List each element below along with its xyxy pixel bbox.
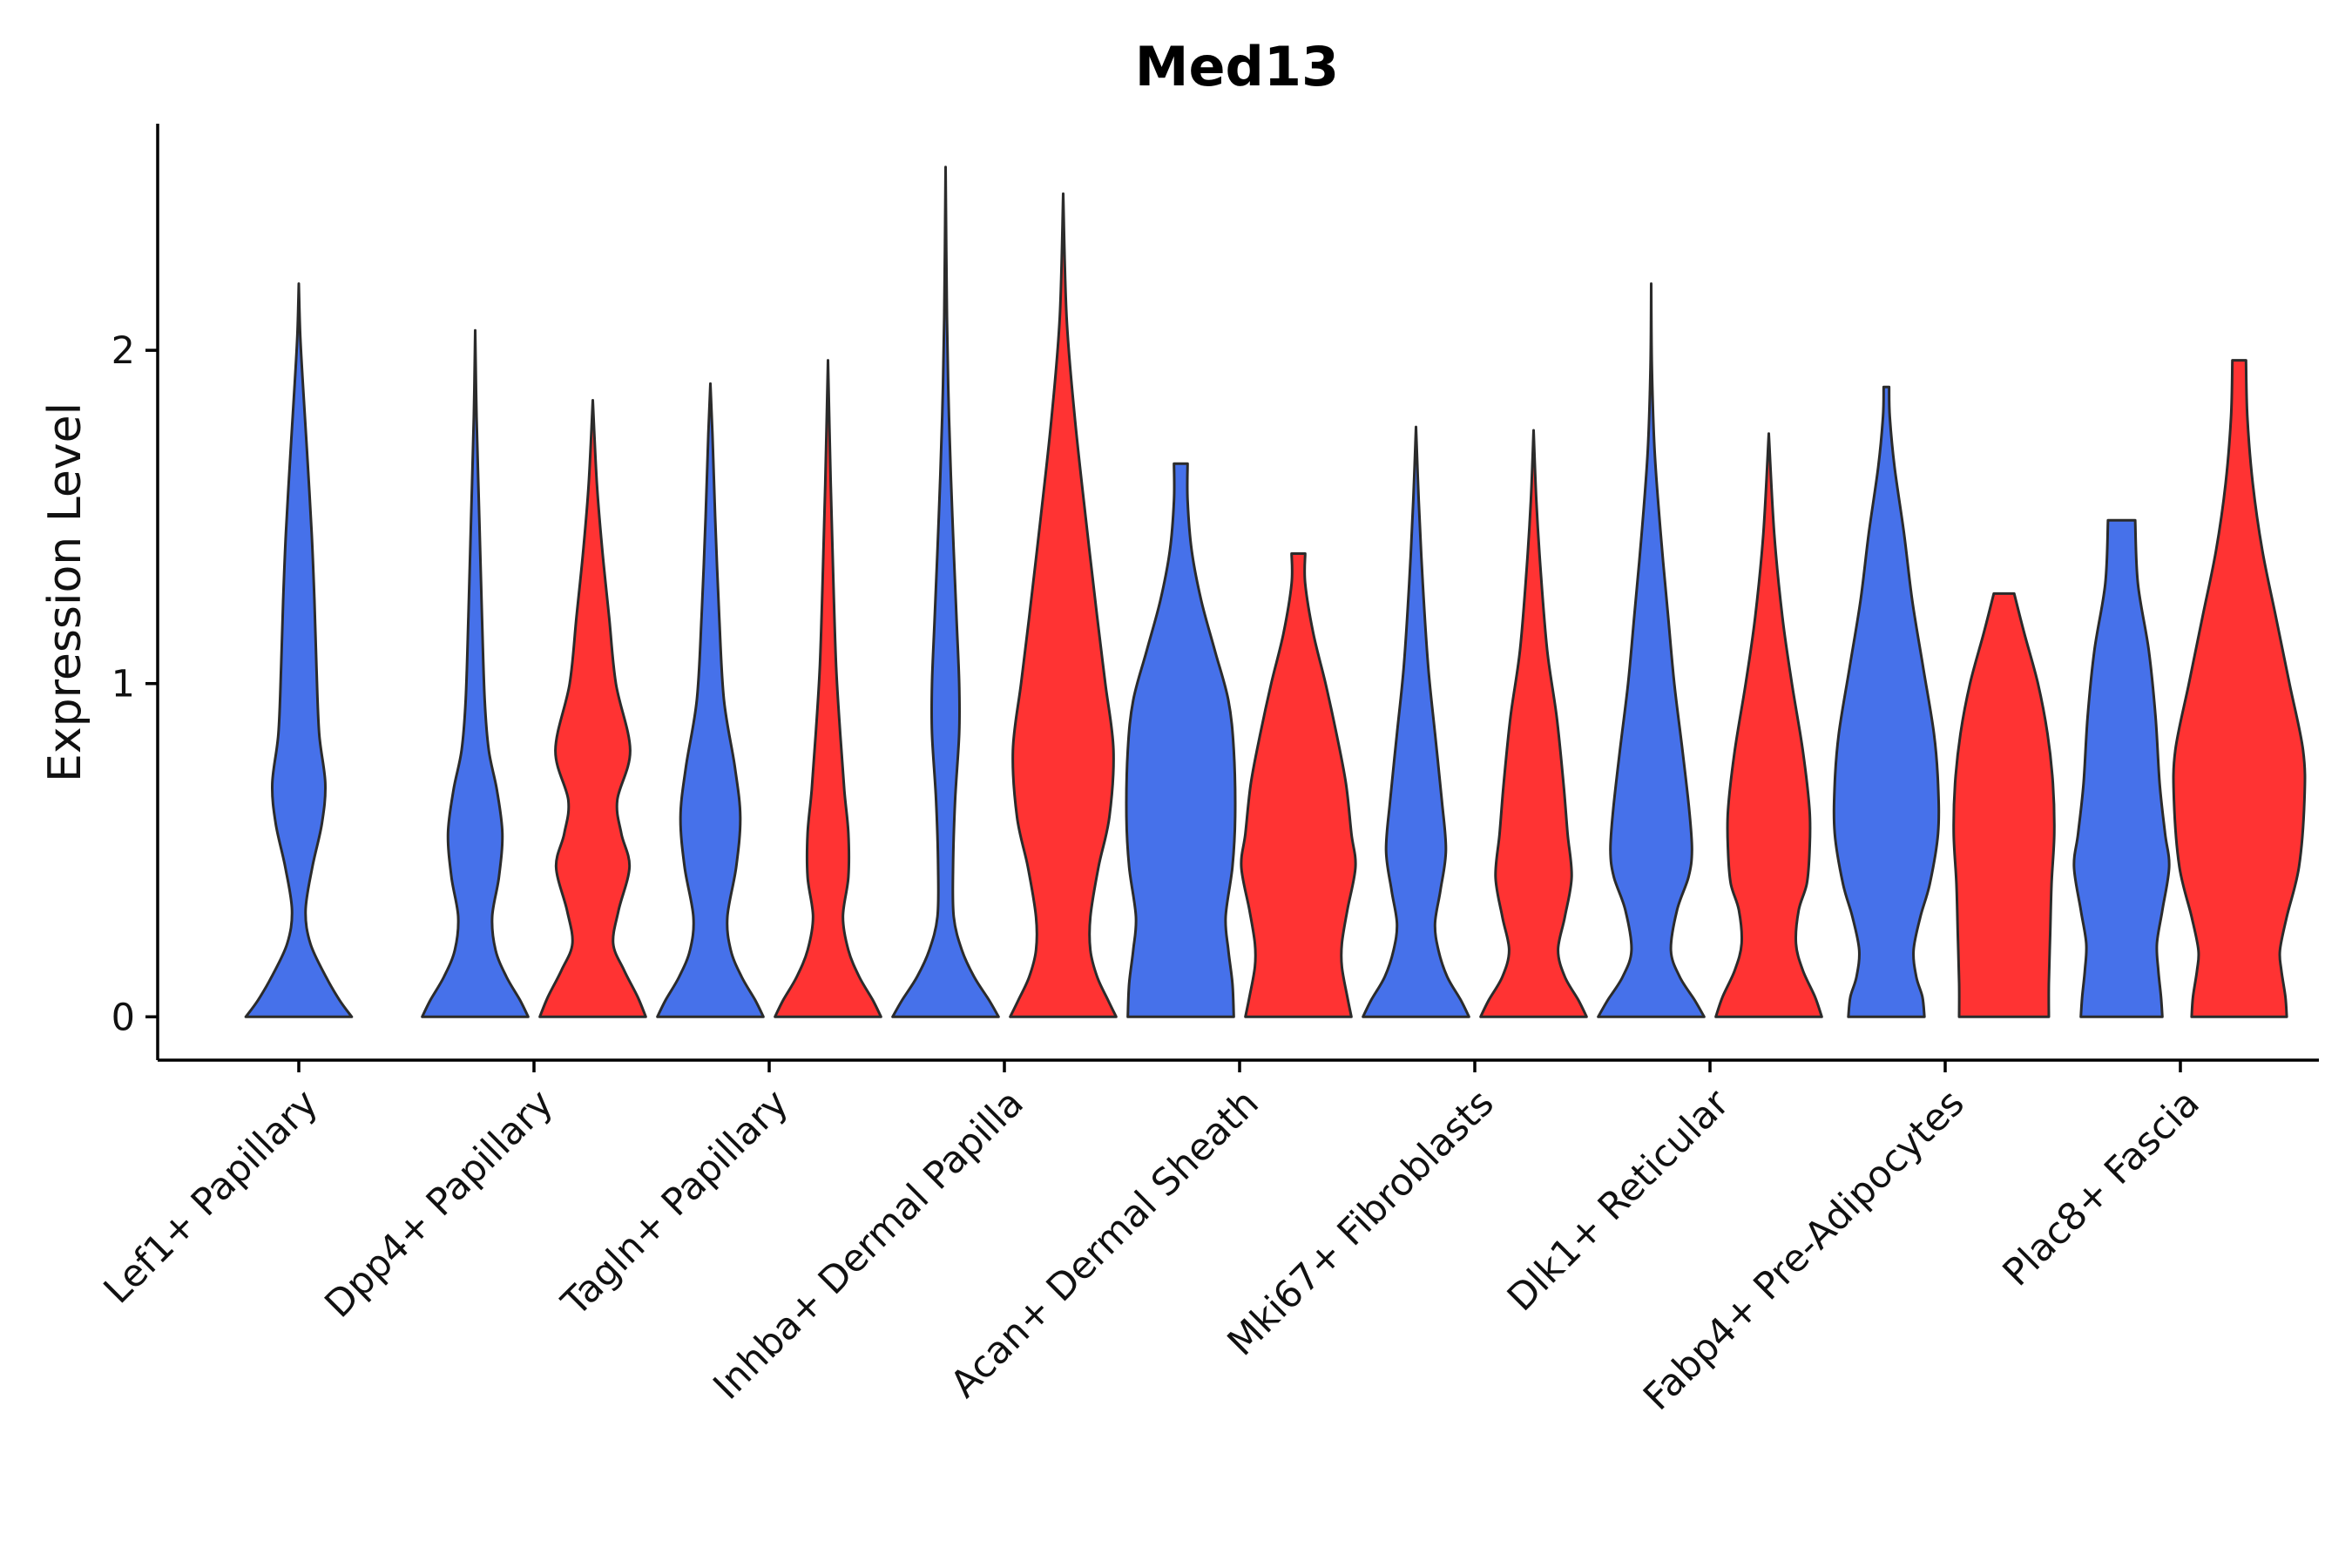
x-tick-label: Plac8+ Fascia [1995,1081,2208,1294]
y-tick-label: 0 [112,996,135,1039]
violin-blue-1 [421,328,530,1018]
x-tick-label: Mki67+ Fibroblasts [1220,1081,1503,1364]
violin-red-4 [1240,552,1357,1018]
violin-red-3 [1009,192,1118,1018]
violin-blue-3 [891,166,1000,1018]
violin-blue-0 [244,282,354,1018]
y-tick-label: 2 [112,329,135,373]
violin-blue-7 [1832,385,1941,1018]
x-tick-label: Tagln+ Papillary [553,1081,797,1325]
violin-red-7 [1952,591,2056,1018]
violin-blue-2 [656,382,765,1018]
x-tick-label: Dpp4+ Papillary [317,1081,562,1326]
y-axis-label: Expression Level [39,402,91,782]
violin-red-1 [538,399,647,1018]
chart-title: Med13 [1135,35,1339,98]
violin-blue-5 [1362,425,1470,1018]
y-tick-label: 1 [112,663,135,706]
x-tick-label: Dlk1+ Reticular [1499,1081,1738,1320]
x-tick-label: Lef1+ Papillary [96,1081,327,1312]
violin-blue-4 [1125,462,1237,1018]
violin-layer [244,166,2307,1018]
violin-red-5 [1479,429,1588,1018]
violin-red-2 [774,359,882,1018]
violin-blue-8 [2072,518,2171,1018]
violin-red-6 [1714,432,1823,1018]
y-ticks: 0 1 2 [112,329,158,1039]
violin-blue-6 [1597,282,1706,1018]
violin-red-8 [2172,359,2307,1018]
